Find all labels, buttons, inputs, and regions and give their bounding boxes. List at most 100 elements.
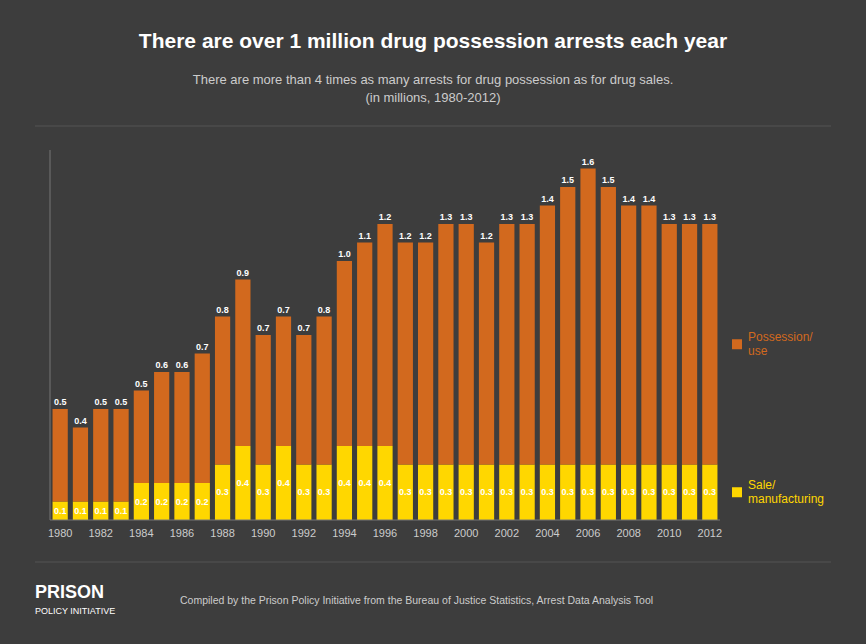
bar xyxy=(520,465,535,521)
bar xyxy=(702,224,717,465)
data-label: 0.5 xyxy=(94,397,107,407)
bar xyxy=(398,243,413,465)
bar xyxy=(195,483,210,520)
bar xyxy=(560,465,575,521)
bar xyxy=(357,446,372,520)
x-tick-label: 1980 xyxy=(48,527,72,539)
bar xyxy=(682,465,697,521)
bar xyxy=(235,280,250,447)
divider xyxy=(35,562,831,563)
bar xyxy=(601,187,616,465)
data-label: 1.2 xyxy=(480,231,493,241)
subtitle: There are more than 4 times as many arre… xyxy=(193,72,674,105)
logo-subtext: POLICY INITIATIVE xyxy=(35,606,115,616)
data-label: 1.4 xyxy=(622,194,635,204)
x-tick-label: 2012 xyxy=(698,527,722,539)
data-label: 0.5 xyxy=(54,397,67,407)
bar xyxy=(418,465,433,521)
data-label: 1.4 xyxy=(643,194,656,204)
x-axis xyxy=(50,520,720,521)
bar xyxy=(73,428,88,502)
data-label: 0.3 xyxy=(399,487,412,497)
bar xyxy=(641,465,656,521)
data-label: 0.3 xyxy=(683,487,696,497)
data-label: 0.7 xyxy=(277,305,290,315)
legend-label: Sale/manufacturing xyxy=(748,478,824,506)
data-label: 0.5 xyxy=(135,379,148,389)
data-label: 0.3 xyxy=(561,487,574,497)
data-label: 0.3 xyxy=(318,487,331,497)
data-label: 0.6 xyxy=(176,360,189,370)
bar xyxy=(377,224,392,446)
bar xyxy=(459,224,474,465)
bar xyxy=(357,243,372,447)
data-label: 0.4 xyxy=(358,478,371,488)
data-label: 0.3 xyxy=(460,487,473,497)
bar xyxy=(337,446,352,520)
data-label: 0.1 xyxy=(94,506,107,516)
bar xyxy=(316,465,331,521)
data-label: 1.2 xyxy=(399,231,412,241)
data-label: 1.3 xyxy=(460,212,473,222)
data-label: 1.0 xyxy=(338,249,351,259)
bar xyxy=(682,224,697,465)
logo-text: PRISON xyxy=(35,582,104,602)
bar xyxy=(113,502,128,521)
bar xyxy=(662,224,677,465)
bar xyxy=(621,465,636,521)
x-tick-label: 2004 xyxy=(535,527,559,539)
data-label: 0.1 xyxy=(54,506,67,516)
bar xyxy=(93,409,108,502)
bar xyxy=(662,465,677,521)
data-label: 0.5 xyxy=(115,397,128,407)
x-tick-label: 1988 xyxy=(210,527,234,539)
bar xyxy=(154,483,169,520)
bar xyxy=(499,224,514,465)
bar xyxy=(113,409,128,502)
bar xyxy=(316,317,331,465)
data-label: 0.3 xyxy=(257,487,270,497)
data-label: 0.2 xyxy=(176,497,189,507)
x-tick-label: 1984 xyxy=(129,527,153,539)
bar xyxy=(479,243,494,465)
data-label: 0.4 xyxy=(74,416,87,426)
data-label: 1.2 xyxy=(379,212,392,222)
bar xyxy=(73,502,88,521)
data-label: 0.7 xyxy=(257,323,270,333)
bar xyxy=(134,391,149,484)
bar xyxy=(53,502,68,521)
bar xyxy=(641,206,656,465)
data-label: 0.3 xyxy=(521,487,534,497)
data-label: 0.3 xyxy=(440,487,453,497)
bar xyxy=(459,465,474,521)
bar xyxy=(499,465,514,521)
data-label: 0.8 xyxy=(318,305,331,315)
data-label: 1.3 xyxy=(704,212,717,222)
data-label: 1.5 xyxy=(561,175,574,185)
x-tick-label: 2000 xyxy=(454,527,478,539)
bar xyxy=(235,446,250,520)
bar xyxy=(215,317,230,465)
data-label: 0.9 xyxy=(237,268,250,278)
bar xyxy=(438,465,453,521)
bar xyxy=(134,483,149,520)
x-tick-label: 1990 xyxy=(251,527,275,539)
bar xyxy=(540,465,555,521)
title: There are over 1 million drug possession… xyxy=(139,29,727,52)
x-tick-label: 2006 xyxy=(576,527,600,539)
data-label: 0.3 xyxy=(216,487,229,497)
bar xyxy=(418,243,433,465)
x-tick-label: 2008 xyxy=(616,527,640,539)
data-label: 0.3 xyxy=(298,487,311,497)
x-tick-label: 2002 xyxy=(495,527,519,539)
bar xyxy=(398,465,413,521)
data-label: 1.2 xyxy=(419,231,432,241)
data-label: 0.3 xyxy=(582,487,595,497)
bar xyxy=(479,465,494,521)
data-label: 1.6 xyxy=(582,157,595,167)
bar xyxy=(53,409,68,502)
bar xyxy=(377,446,392,520)
data-label: 0.4 xyxy=(338,478,351,488)
data-label: 0.3 xyxy=(480,487,493,497)
x-tick-label: 1996 xyxy=(373,527,397,539)
